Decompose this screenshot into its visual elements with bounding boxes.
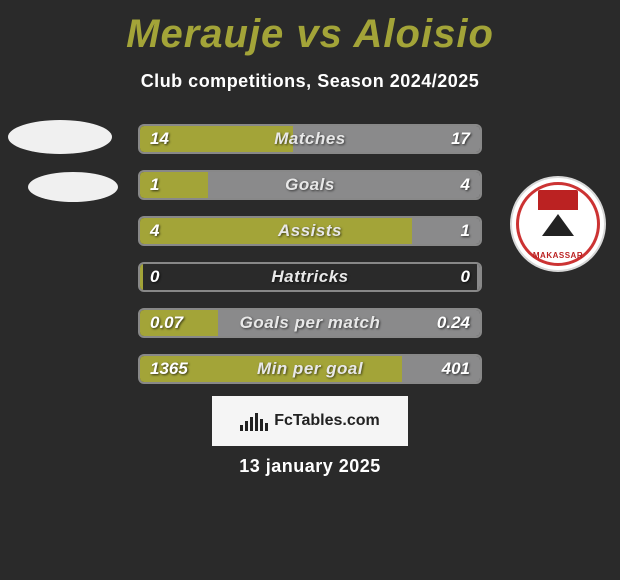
stat-label: Assists [140,218,480,244]
stat-value-right: 4 [451,172,480,198]
logo-bar [240,425,243,431]
stat-value-right: 401 [432,356,480,382]
stat-row: Hattricks0 0 [138,262,482,292]
stat-label: Goals [140,172,480,198]
stat-value-right: 17 [441,126,480,152]
stat-value-left: 4 [140,218,169,244]
stat-label: Matches [140,126,480,152]
stat-value-left: 0 [140,264,169,290]
stat-row: Min per goal1365401 [138,354,482,384]
logo-bar [255,413,258,431]
badge-label: MAKASSAR [512,251,604,260]
badge-brick-icon [538,190,578,210]
stat-value-left: 0.07 [140,310,193,336]
club-badge: MAKASSAR [510,176,606,272]
stat-value-left: 1365 [140,356,198,382]
logo-bar [260,419,263,431]
stat-row: Goals1 4 [138,170,482,200]
avatar-placeholder-shape [28,172,118,202]
stat-value-left: 1 [140,172,169,198]
badge-triangle-icon [542,214,574,236]
stat-row: Assists4 1 [138,216,482,246]
stat-value-right: 1 [451,218,480,244]
stat-value-left: 14 [140,126,179,152]
player-left-avatar [10,110,110,210]
source-logo: FcTables.com [212,396,408,446]
page-title: Merauje vs Aloisio [0,0,620,57]
snapshot-date: 13 january 2025 [0,456,620,477]
logo-bar [245,421,248,431]
logo-bar [250,417,253,431]
page-subtitle: Club competitions, Season 2024/2025 [0,71,620,92]
stat-label: Hattricks [140,264,480,290]
stat-value-right: 0 [451,264,480,290]
avatar-placeholder-shape [8,120,112,154]
stats-container: Matches1417Goals14Assists41Hattricks00Go… [138,124,482,400]
logo-bars-icon [240,411,268,431]
player-right-badge: MAKASSAR [510,176,610,276]
stat-value-right: 0.24 [427,310,480,336]
stat-row: Matches14 17 [138,124,482,154]
logo-text: FcTables.com [274,412,380,430]
stat-row: Goals per match0.070.24 [138,308,482,338]
logo-bar [265,423,268,431]
